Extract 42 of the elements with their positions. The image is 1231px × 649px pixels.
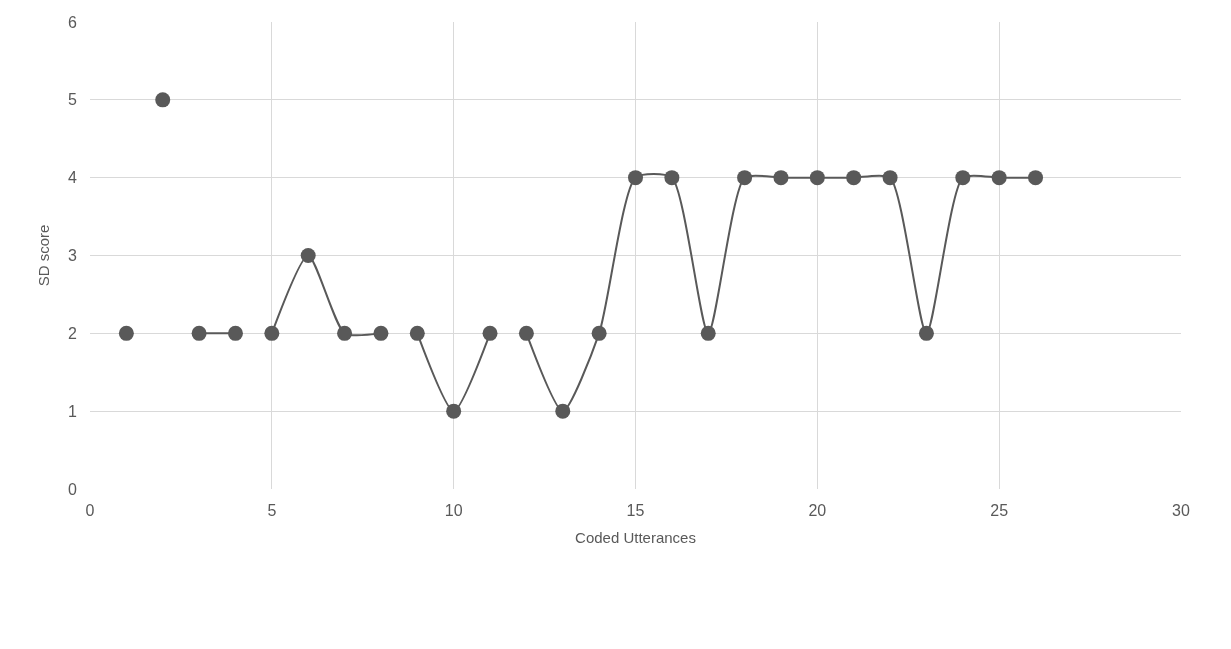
point [809, 170, 825, 186]
y-tick-label: 4 [68, 169, 78, 187]
x-tick-label: 15 [626, 502, 645, 519]
point [773, 170, 789, 186]
point [518, 325, 534, 341]
point [591, 325, 607, 341]
x-tick-label: 5 [267, 502, 277, 519]
y-tick-label: 5 [68, 91, 78, 109]
point [264, 325, 280, 341]
point [155, 92, 171, 108]
point [628, 170, 643, 186]
point [991, 170, 1007, 186]
point [737, 170, 753, 186]
point [918, 325, 934, 341]
y-axis-title: SD score [35, 224, 53, 287]
point [118, 325, 134, 341]
point [846, 170, 862, 186]
point [882, 170, 898, 186]
point [227, 325, 243, 341]
point [373, 325, 389, 341]
point [300, 248, 316, 263]
point [955, 170, 971, 186]
point [446, 403, 462, 419]
y-tick-label: 1 [68, 402, 78, 420]
point [191, 325, 207, 341]
y-tick-label: 0 [68, 480, 78, 498]
point [409, 325, 425, 341]
point [555, 403, 571, 419]
x-tick-label: 10 [444, 502, 463, 519]
point [482, 325, 498, 341]
point [337, 325, 353, 341]
x-tick-label: 30 [1172, 502, 1190, 519]
x-tick-label: 20 [808, 502, 827, 519]
x-axis-title: Coded Utterances [575, 529, 696, 546]
point [1028, 170, 1044, 186]
y-tick-label: 3 [68, 247, 78, 265]
point [700, 325, 716, 341]
y-tick-label: 2 [68, 324, 78, 342]
x-tick-label: 0 [85, 502, 95, 519]
x-tick-label: 25 [990, 502, 1009, 519]
y-tick-label: 6 [68, 13, 78, 31]
point [664, 170, 680, 186]
